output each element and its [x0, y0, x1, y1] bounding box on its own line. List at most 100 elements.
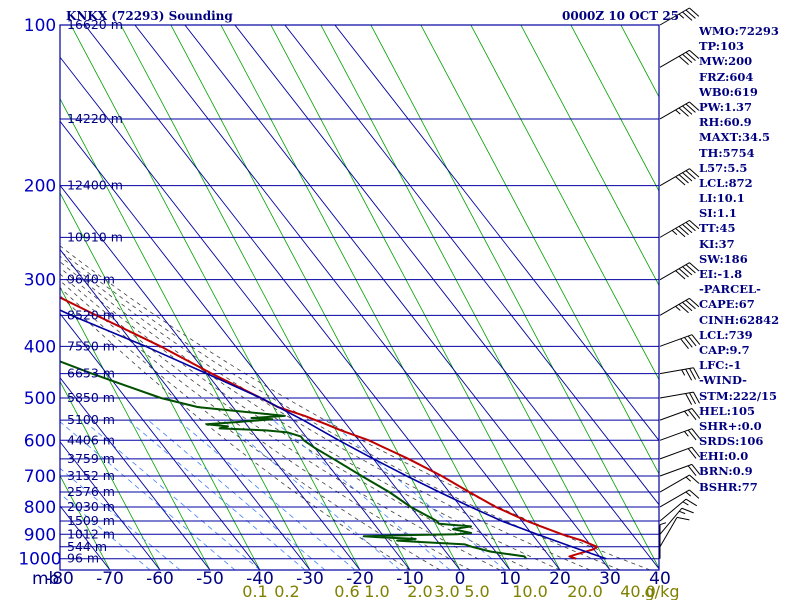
- stat-line: EHI:0.0: [699, 449, 749, 464]
- temperature-line: [60, 296, 598, 560]
- dry-adiabat: [0, 0, 10, 570]
- mixing-ratio-label: 2.0: [407, 582, 432, 600]
- wind-barb: [659, 474, 700, 493]
- stat-line: LCL:872: [699, 175, 753, 190]
- dry-adiabat: [120, 25, 411, 570]
- temperature-tick-label: -70: [96, 569, 124, 589]
- mixing-ratio-label: g/kg: [645, 582, 680, 600]
- sounding-time: 0000Z 10 OCT 25: [562, 9, 680, 23]
- pressure-tick-label: 800: [24, 498, 56, 518]
- pressure-tick-label: 900: [24, 525, 56, 545]
- parcel-line: [60, 309, 607, 560]
- pressure-tick-label: 400: [24, 337, 56, 357]
- wind-barb: [659, 49, 700, 68]
- mixing-ratio-line: [272, 419, 451, 570]
- temperature-tick-label: 30: [599, 569, 621, 589]
- pressure-tick-label: 600: [24, 431, 56, 451]
- mixing-ratio-line: [177, 419, 356, 570]
- plot-area: [0, 0, 659, 570]
- isotherm: [60, 441, 161, 570]
- moist-adiabat: [60, 267, 531, 570]
- height-label: 16620 m: [67, 17, 123, 32]
- wind-barb: [659, 408, 701, 421]
- station-title: KNKX (72293) Sounding: [66, 9, 233, 23]
- temperature-tick-label: 40: [649, 569, 671, 589]
- stat-line: CAPE:67: [699, 297, 755, 312]
- x-axis-label: mb: [32, 569, 59, 589]
- stat-line: WB0:619: [699, 84, 758, 99]
- isotherm: [60, 56, 461, 570]
- isotherm: [60, 376, 211, 570]
- stat-line: TT:45: [699, 221, 736, 236]
- isotherm: [134, 25, 561, 570]
- height-label: 2576 m: [67, 484, 115, 499]
- wind-barb: [659, 297, 700, 316]
- mixing-ratio-label: 0.6: [334, 582, 359, 600]
- plot-frame: [59, 24, 660, 571]
- isotherm: [334, 25, 659, 442]
- pressure-tick-label: 300: [24, 271, 56, 291]
- mixing-ratio-line: [127, 419, 306, 570]
- moist-adiabat: [60, 280, 471, 570]
- height-label: 1012 m: [67, 526, 115, 541]
- wind-barb: [659, 168, 700, 187]
- height-label: 96 m: [67, 551, 99, 566]
- height-label: 3152 m: [67, 468, 115, 483]
- stat-line: SW:186: [699, 251, 748, 266]
- dry-adiabat: [420, 25, 659, 475]
- wind-barb: [659, 101, 700, 120]
- height-label: 544 m: [67, 539, 107, 554]
- moist-adiabat: [60, 294, 411, 570]
- wind-barb: [659, 498, 698, 522]
- stat-line: LCL:739: [699, 327, 753, 342]
- stat-line: KI:37: [699, 236, 735, 251]
- stat-line: MW:200: [699, 54, 753, 69]
- mixing-ratio-line: [60, 467, 181, 570]
- stat-line: -PARCEL-: [699, 282, 761, 297]
- wind-barb: [659, 262, 700, 281]
- temperature-tick-label: 20: [549, 569, 571, 589]
- pressure-tick-label: 100: [24, 16, 56, 36]
- dry-adiabat: [60, 97, 311, 570]
- isotherm: [184, 25, 611, 570]
- height-label: 1509 m: [67, 513, 115, 528]
- temperature-tick-label: -10: [396, 569, 424, 589]
- mixing-ratio-label: 1.0: [364, 582, 389, 600]
- height-label: 6653 m: [67, 366, 115, 381]
- stat-line: CAP:9.7: [699, 342, 750, 357]
- mixing-ratio-label: 3.0: [434, 582, 459, 600]
- dry-adiabat: [170, 25, 461, 570]
- height-label: 4406 m: [67, 432, 115, 447]
- pressure-tick-label: 1000: [18, 550, 61, 570]
- isotherm: [60, 120, 411, 570]
- stat-line: TH:5754: [699, 145, 755, 160]
- stat-line: TP:103: [699, 39, 745, 54]
- mixing-ratio-line: [147, 419, 326, 570]
- isotherm: [60, 312, 261, 570]
- temperature-tick-label: 0: [455, 569, 466, 589]
- stat-line: CINH:62842: [699, 312, 780, 327]
- stat-line: BSHR:77: [699, 479, 758, 494]
- mixing-ratio-label: 20.0: [567, 582, 603, 600]
- wind-barb: [659, 334, 701, 350]
- height-label: 2030 m: [67, 499, 115, 514]
- dewpoint-line: [60, 360, 527, 560]
- wind-barb: [659, 463, 701, 477]
- dry-adiabat: [370, 25, 659, 569]
- height-label: 12400 m: [67, 178, 123, 193]
- pressure-tick-label: 500: [24, 389, 56, 409]
- wind-barb: [659, 219, 700, 238]
- stats-panel: WMO:72293 TP:103 MW:200 FRZ:604 WB0:619 PW:1.…: [699, 24, 799, 495]
- dry-adiabat: [60, 380, 161, 570]
- isotherm: [60, 184, 361, 570]
- mixing-ratio-label: 0.2: [274, 582, 299, 600]
- isotherm: [0, 25, 10, 570]
- wind-barb: [659, 522, 667, 559]
- mixing-ratio-label: 40.0: [620, 582, 656, 600]
- isotherm: [234, 25, 659, 570]
- height-label: 10910 m: [67, 229, 123, 244]
- wind-barb: [659, 7, 700, 26]
- moist-adiabat: [60, 255, 591, 570]
- mixing-ratio-line: [222, 419, 401, 570]
- temperature-tick-label: -20: [346, 569, 374, 589]
